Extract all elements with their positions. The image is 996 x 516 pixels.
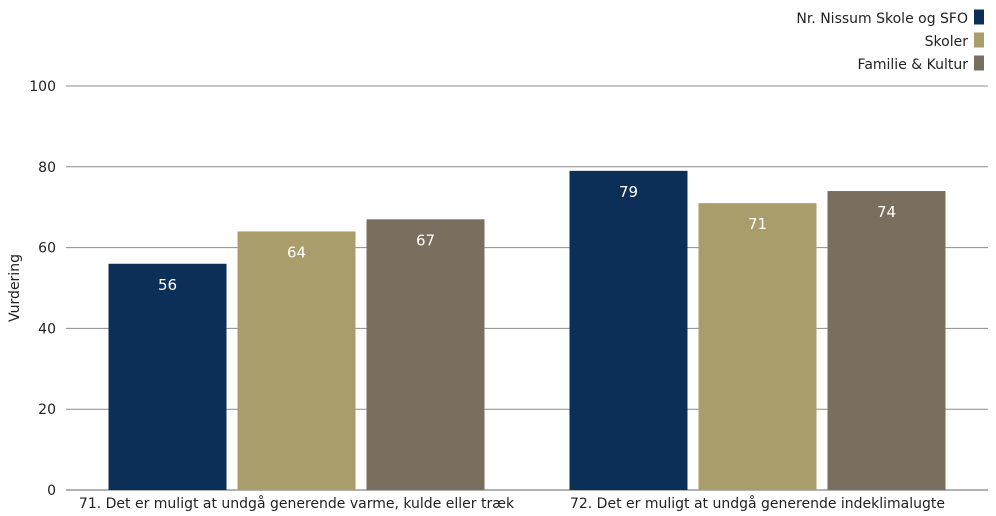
bar-0-0 [108, 263, 227, 490]
y-tick-label: 100 [29, 79, 56, 95]
y-tick-label: 20 [38, 402, 56, 418]
data-label: 71 [748, 215, 767, 233]
y-tick-label: 80 [38, 160, 56, 176]
y-tick-label: 40 [38, 321, 56, 337]
x-category-label: 72. Det er muligt at undgå generende ind… [570, 495, 945, 512]
data-label: 56 [158, 276, 177, 294]
y-axis-ticks: 0 20 40 60 80 100 [29, 79, 56, 499]
legend-label: Skoler [925, 34, 969, 50]
y-axis-label: Vurdering [7, 254, 23, 322]
bar-1-1 [698, 203, 817, 490]
x-axis-category-labels: 71. Det er muligt at undgå generende var… [79, 495, 945, 512]
data-label: 79 [619, 183, 638, 201]
x-category-label: 71. Det er muligt at undgå generende var… [79, 495, 515, 512]
legend-swatch [974, 9, 984, 25]
bar-1-0 [569, 170, 688, 490]
data-labels: 56 64 67 79 71 74 [158, 183, 896, 294]
y-tick-label: 0 [47, 483, 56, 499]
data-label: 64 [287, 243, 306, 261]
bars [108, 170, 946, 491]
legend-label: Nr. Nissum Skole og SFO [796, 11, 968, 27]
data-label: 67 [416, 231, 435, 249]
bar-0-2 [366, 219, 485, 490]
legend: Nr. Nissum Skole og SFO Skoler Familie & K… [796, 9, 984, 73]
y-tick-label: 60 [38, 241, 56, 257]
bar-0-1 [237, 231, 356, 490]
legend-swatch [974, 55, 984, 71]
data-label: 74 [877, 203, 896, 221]
legend-swatch [974, 32, 984, 48]
bar-1-2 [827, 191, 946, 491]
legend-label: Familie & Kultur [858, 57, 969, 73]
